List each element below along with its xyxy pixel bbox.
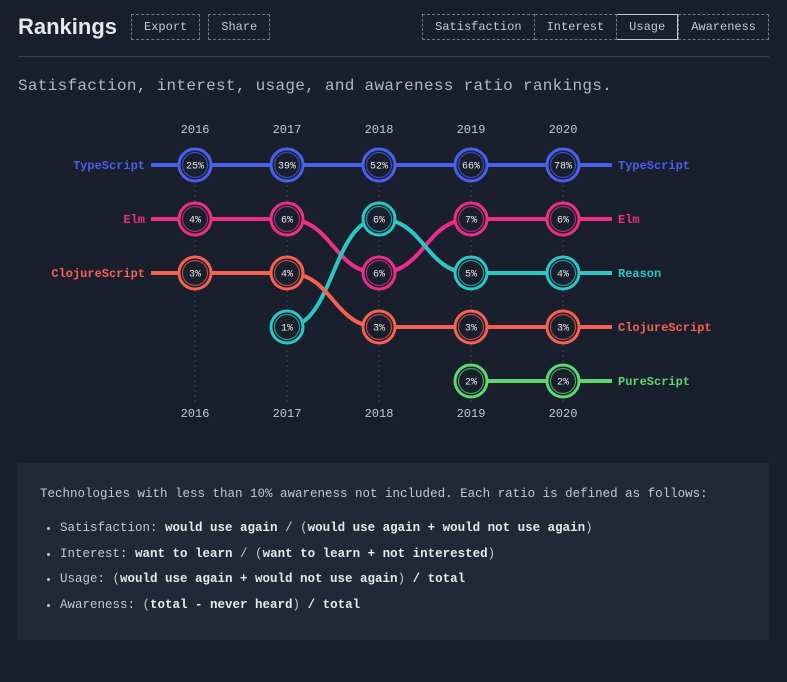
svg-text:7%: 7% <box>465 216 477 227</box>
tab-satisfaction[interactable]: Satisfaction <box>422 14 534 40</box>
svg-text:ClojureScript: ClojureScript <box>618 321 712 335</box>
svg-text:3%: 3% <box>189 270 201 281</box>
svg-text:4%: 4% <box>281 270 293 281</box>
svg-text:Reason: Reason <box>618 267 661 281</box>
svg-text:52%: 52% <box>370 162 388 173</box>
svg-text:6%: 6% <box>281 216 293 227</box>
svg-text:Elm: Elm <box>618 213 640 227</box>
svg-text:Elm: Elm <box>123 213 145 227</box>
tab-interest[interactable]: Interest <box>535 14 618 40</box>
svg-text:3%: 3% <box>373 324 385 335</box>
svg-text:2017: 2017 <box>273 123 302 137</box>
footer-notes: Technologies with less than 10% awarenes… <box>18 463 769 640</box>
svg-text:2018: 2018 <box>365 407 394 421</box>
svg-text:2020: 2020 <box>549 123 578 137</box>
svg-text:25%: 25% <box>186 162 204 173</box>
svg-text:4%: 4% <box>189 216 201 227</box>
svg-text:6%: 6% <box>557 216 569 227</box>
svg-text:2020: 2020 <box>549 407 578 421</box>
svg-text:1%: 1% <box>281 324 293 335</box>
svg-text:6%: 6% <box>373 270 385 281</box>
svg-text:66%: 66% <box>462 162 480 173</box>
page-title: Rankings <box>18 14 117 40</box>
svg-text:4%: 4% <box>557 270 569 281</box>
svg-text:PureScript: PureScript <box>618 375 690 389</box>
tab-group: SatisfactionInterestUsageAwareness <box>422 14 769 40</box>
svg-text:6%: 6% <box>373 216 385 227</box>
svg-text:2019: 2019 <box>457 407 486 421</box>
svg-text:2016: 2016 <box>181 407 210 421</box>
svg-text:2018: 2018 <box>365 123 394 137</box>
svg-text:5%: 5% <box>465 270 477 281</box>
svg-text:78%: 78% <box>554 162 572 173</box>
tab-usage[interactable]: Usage <box>617 14 678 40</box>
footer-item: Awareness: (total - never heard) / total <box>60 594 747 618</box>
rankings-chart: 2016 2016 2017 2017 2018 2018 2019 2019 2020 2020… <box>0 105 787 435</box>
footer-item: Usage: (would use again + would not use … <box>60 568 747 592</box>
svg-text:2%: 2% <box>465 378 477 389</box>
footer-intro: Technologies with less than 10% awarenes… <box>40 483 747 507</box>
export-button[interactable]: Export <box>131 14 200 40</box>
svg-text:2019: 2019 <box>457 123 486 137</box>
svg-text:3%: 3% <box>557 324 569 335</box>
svg-text:2016: 2016 <box>181 123 210 137</box>
svg-text:39%: 39% <box>278 162 296 173</box>
svg-text:2%: 2% <box>557 378 569 389</box>
footer-item: Interest: want to learn / (want to learn… <box>60 543 747 567</box>
subtitle: Satisfaction, interest, usage, and aware… <box>0 57 787 105</box>
tab-awareness[interactable]: Awareness <box>678 14 769 40</box>
svg-text:3%: 3% <box>465 324 477 335</box>
svg-text:TypeScript: TypeScript <box>73 159 145 173</box>
svg-text:TypeScript: TypeScript <box>618 159 690 173</box>
svg-text:2017: 2017 <box>273 407 302 421</box>
svg-text:ClojureScript: ClojureScript <box>51 267 145 281</box>
share-button[interactable]: Share <box>208 14 270 40</box>
footer-item: Satisfaction: would use again / (would u… <box>60 517 747 541</box>
